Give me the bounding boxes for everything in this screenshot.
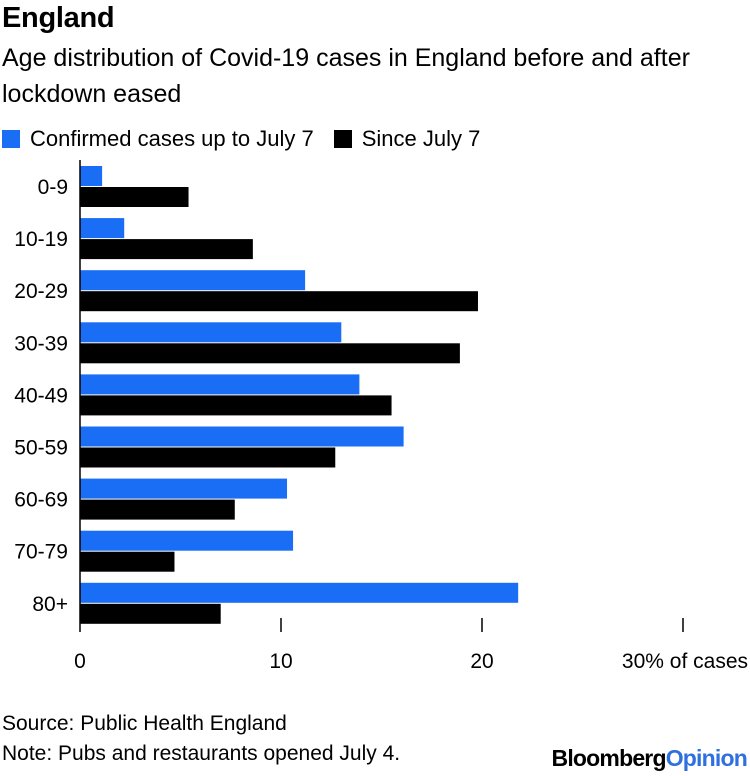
bar-after-20-29 bbox=[80, 291, 478, 312]
category-label: 10-19 bbox=[14, 228, 68, 251]
bar-after-70-79 bbox=[80, 551, 175, 572]
brand-part-1: Bloomberg bbox=[551, 745, 667, 771]
bar-chart: 0-9 10-19 20-29 30-39 40-49 50-59 60-69 70-79 80… bbox=[14, 160, 748, 673]
bar-after-80+ bbox=[80, 603, 221, 624]
chart-subtitle: Age distribution of Covid-19 cases in En… bbox=[2, 44, 690, 108]
bar-after-0-9 bbox=[80, 187, 189, 207]
legend-item-after: Since July 7 bbox=[333, 126, 481, 152]
bar-before-0-9 bbox=[80, 166, 103, 186]
legend-label-before: Confirmed cases up to July 7 bbox=[30, 126, 314, 151]
brand-part-2: Opinion bbox=[665, 745, 748, 771]
category-label: 30-39 bbox=[14, 332, 68, 355]
footnote: Note: Pubs and restaurants opened July 4… bbox=[2, 742, 401, 765]
category-label: 50-59 bbox=[14, 437, 68, 460]
category-label: 70-79 bbox=[14, 541, 68, 564]
bar-before-80+ bbox=[80, 582, 519, 603]
category-label: 60-69 bbox=[14, 489, 68, 512]
chart-title: England bbox=[2, 2, 115, 34]
x-tick-label: 0 bbox=[74, 650, 86, 673]
bar-before-30-39 bbox=[80, 322, 342, 343]
bar-after-60-69 bbox=[80, 499, 235, 520]
bar-before-50-59 bbox=[80, 426, 404, 447]
bar-before-10-19 bbox=[80, 218, 125, 239]
legend-item-before: Confirmed cases up to July 7 bbox=[2, 126, 314, 152]
category-label: 80+ bbox=[32, 593, 68, 616]
legend-swatch-before bbox=[2, 130, 20, 148]
bloomberg-opinion-logo: BloombergOpinion bbox=[551, 745, 748, 772]
legend-label-after: Since July 7 bbox=[361, 126, 481, 151]
bar-before-70-79 bbox=[80, 530, 294, 551]
bar-after-50-59 bbox=[80, 447, 336, 468]
bar-before-40-49 bbox=[80, 374, 360, 395]
bar-after-30-39 bbox=[80, 343, 460, 364]
x-tick-label: 30% of cases bbox=[622, 650, 748, 673]
bar-before-60-69 bbox=[80, 478, 288, 499]
bar-after-40-49 bbox=[80, 395, 392, 416]
category-label: 20-29 bbox=[14, 280, 68, 303]
category-label: 0-9 bbox=[38, 176, 68, 199]
legend-swatch-after bbox=[333, 130, 352, 148]
source-note: Source: Public Health England bbox=[2, 712, 287, 735]
category-label: 40-49 bbox=[14, 384, 68, 407]
bar-after-10-19 bbox=[80, 239, 253, 260]
bar-before-20-29 bbox=[80, 270, 306, 291]
x-tick-label: 20 bbox=[470, 650, 493, 673]
legend: Confirmed cases up to July 7 Since July … bbox=[2, 126, 500, 152]
x-tick-label: 10 bbox=[269, 650, 292, 673]
